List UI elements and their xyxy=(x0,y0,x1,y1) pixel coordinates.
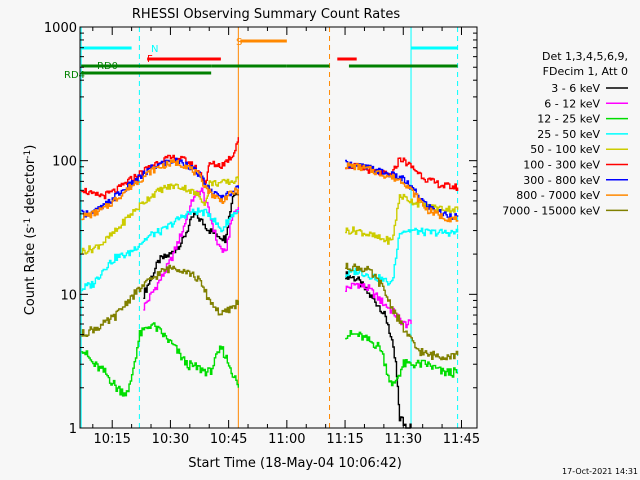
x-tick-label-3: 10:45 xyxy=(210,432,247,447)
y-tick-label-3: 100 xyxy=(52,155,77,170)
series-50-100-kev-segment-2 xyxy=(345,193,459,245)
flag-label-s: S xyxy=(236,37,242,48)
legend-header-1: Det 1,3,4,5,6,9, xyxy=(542,50,628,63)
chart-title: RHESSI Observing Summary Count Rates xyxy=(132,7,401,22)
legend: Det 1,3,4,5,6,9, FDecim 1, Att 0 3 - 6 keV… xyxy=(502,50,628,217)
x-tick-label-1: 10:15 xyxy=(93,432,130,447)
flag-label-f: F xyxy=(147,54,153,65)
series-50-100-kev-segment-1 xyxy=(81,176,239,255)
series-7000-15000-kev-segment-2 xyxy=(345,262,459,361)
x-axis-label: Start Time (18-May-04 10:06:42) xyxy=(188,456,402,471)
x-tick-label-5: 11:15 xyxy=(326,432,363,447)
series-3-6-kev-segment-1 xyxy=(143,190,239,299)
series-100-300-kev-segment-2 xyxy=(345,157,459,191)
x-tick-label-7: 11:45 xyxy=(443,432,480,447)
series-12-25-kev-segment-2 xyxy=(345,330,458,387)
legend-label-300-800-kev: 300 - 800 keV xyxy=(523,174,600,187)
series-800-7000-kev-segment-1 xyxy=(81,159,239,221)
legend-label-12-25-kev: 12 - 25 keV xyxy=(537,113,600,126)
series-12-25-kev-segment-1 xyxy=(81,322,239,397)
y-tick-label-2: 10 xyxy=(60,288,77,303)
y-axis-label-end: ) xyxy=(23,145,38,150)
legend-label-50-100-kev: 50 - 100 keV xyxy=(530,143,600,156)
x-tick-label-6: 11:30 xyxy=(385,432,422,447)
legend-label-800-7000-kev: 800 - 7000 keV xyxy=(516,189,600,202)
y-tick-label-1: 1 xyxy=(69,422,77,437)
y-tick-label-4: 1000 xyxy=(44,21,77,36)
series-7000-15000-kev-segment-1 xyxy=(81,264,239,337)
legend-label-25-50-kev: 25 - 50 keV xyxy=(537,128,600,141)
y-axis-label-sup-1: -1 xyxy=(23,218,33,227)
plot-timestamp: 17-Oct-2021 14:31 xyxy=(562,467,638,476)
y-axis-label-main: Count Rate (s xyxy=(23,227,38,316)
y-axis-label-sup-2: -1 xyxy=(23,150,33,159)
legend-label-7000-15000-kev: 7000 - 15000 keV xyxy=(502,204,600,217)
series-25-50-kev-segment-2 xyxy=(345,227,459,286)
legend-label-100-300-kev: 100 - 300 keV xyxy=(523,159,600,172)
series-6-12-kev-segment-2 xyxy=(345,282,412,329)
plot-frame xyxy=(79,26,478,429)
series-25-50-kev-segment-1 xyxy=(81,207,239,292)
flag-label-n: N xyxy=(151,44,158,55)
flag-label-rd4: RD4 xyxy=(64,70,85,81)
series-6-12-kev-segment-1 xyxy=(143,187,239,311)
y-axis-label: Count Rate (s-1 detector-1) xyxy=(23,145,38,316)
plot-area: NF S RD0 RD4 10:15 10:30 10:45 11:00 11:15 11:30 1… xyxy=(44,21,480,447)
flag-label-rd0: RD0 xyxy=(97,61,118,72)
x-tick-label-2: 10:30 xyxy=(152,432,189,447)
legend-label-3-6-kev: 3 - 6 keV xyxy=(551,82,600,95)
legend-label-6-12-kev: 6 - 12 keV xyxy=(544,97,600,110)
series-3-6-kev-segment-2 xyxy=(345,271,412,429)
y-axis-label-mid: detector xyxy=(23,158,38,218)
series-800-7000-kev-segment-2 xyxy=(345,162,459,223)
x-tick-label-4: 11:00 xyxy=(268,432,305,447)
legend-header-2: FDecim 1, Att 0 xyxy=(543,65,628,78)
